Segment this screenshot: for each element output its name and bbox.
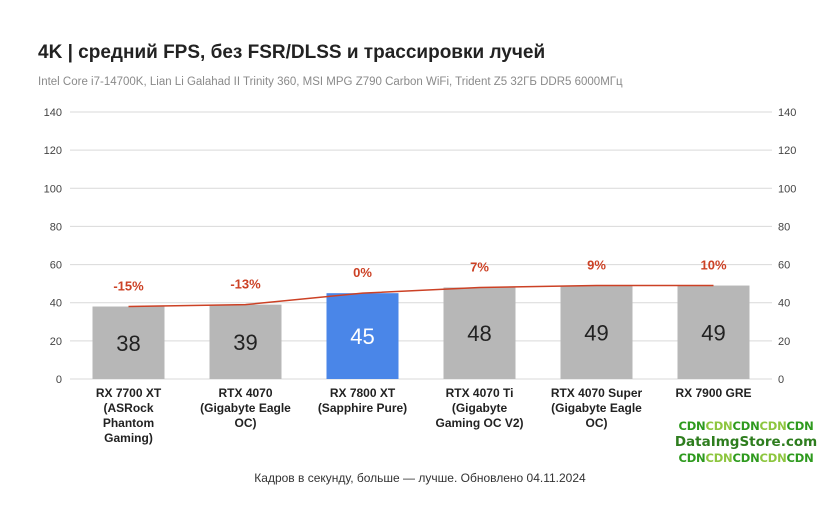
y-tick-label-right: 60 [778, 260, 790, 272]
watermark-cdn: CDN [705, 451, 733, 465]
y-tick-label-right: 40 [778, 298, 790, 310]
x-tick-label: RTX 4070 (Gigabyte Eagle OC) [200, 386, 291, 430]
trend-percent-label: 0% [353, 265, 372, 280]
y-tick-label-left: 0 [56, 374, 62, 386]
x-tick-label: RTX 4070 Ti (Gigabyte Gaming OC V2) [435, 386, 523, 430]
watermark-cdn: CDN [732, 451, 760, 465]
trend-percent-label: 7% [470, 259, 489, 274]
bar-value-label: 45 [350, 324, 374, 349]
y-tick-label-left: 20 [50, 336, 62, 348]
x-tick-label: RX 7900 GRE [675, 386, 751, 400]
bar-value-label: 49 [584, 320, 608, 345]
y-tick-label-left: 140 [44, 107, 62, 119]
x-axis-caption: Кадров в секунду, больше — лучше. Обновл… [254, 471, 586, 485]
watermark-cdn: CDN [732, 419, 760, 433]
bar [560, 285, 633, 379]
watermark-cdn: CDN [759, 451, 787, 465]
y-tick-label-left: 120 [44, 145, 62, 157]
x-tick-label: RTX 4070 Super (Gigabyte Eagle OC) [551, 386, 643, 430]
x-tick-label: RX 7700 XT (ASRock Phantom Gaming) [96, 386, 162, 445]
trend-line [128, 284, 714, 308]
chart-subtitle: Intel Core i7-14700K, Lian Li Galahad II… [38, 76, 623, 88]
watermark-cdn: CDN [678, 451, 706, 465]
bar-layer [92, 285, 750, 379]
watermark-cdn: CDN [786, 419, 814, 433]
bar [326, 293, 399, 379]
bar-value-label: 39 [233, 330, 257, 355]
watermark-cdn: CDN [678, 419, 706, 433]
trend-percent-label: -15% [113, 279, 144, 294]
y-tick-label-left: 40 [50, 298, 62, 310]
bar [92, 306, 165, 379]
watermark-cdn: CDN [786, 451, 814, 465]
watermark-line-bottom: CDNCDNCDNCDNCDN [666, 450, 826, 466]
watermark-line-top: CDNCDNCDNCDNCDN [666, 418, 826, 434]
y-tick-label-right: 80 [778, 221, 790, 233]
x-tick-label: RX 7800 XT (Sapphire Pure) [318, 386, 407, 415]
trend-percent-label: 10% [700, 258, 726, 273]
label-layer: 0 0 20 20 40 40 60 60 80 80 100 100 120 120 140 140 38 39… [44, 107, 797, 445]
bar-value-label: 49 [701, 320, 725, 345]
bar [677, 285, 750, 379]
bar [209, 304, 282, 379]
bar-value-label: 48 [467, 321, 491, 346]
trend-line-layer [128, 284, 714, 308]
watermark-cdn: CDN [759, 419, 787, 433]
y-tick-label-left: 60 [50, 260, 62, 272]
chart-title: 4K | средний FPS, без FSR/DLSS и трассир… [38, 42, 546, 63]
watermark-cdn: CDN [705, 419, 733, 433]
y-tick-label-left: 100 [44, 183, 62, 195]
y-tick-label-right: 140 [778, 107, 796, 119]
bar-value-label: 38 [116, 331, 140, 356]
trend-percent-label: 9% [587, 258, 606, 273]
grid-layer [70, 111, 772, 380]
y-tick-label-right: 100 [778, 183, 796, 195]
watermark-site: DataImgStore.com [674, 434, 818, 450]
y-tick-label-left: 80 [50, 221, 62, 233]
trend-percent-label: -13% [230, 277, 261, 292]
y-tick-label-right: 0 [778, 374, 784, 386]
y-tick-label-right: 120 [778, 145, 796, 157]
y-tick-label-right: 20 [778, 336, 790, 348]
watermark: CDNCDNCDNCDNCDN DataImgStore.com CDNCDNC… [666, 418, 826, 466]
bar [443, 287, 516, 379]
